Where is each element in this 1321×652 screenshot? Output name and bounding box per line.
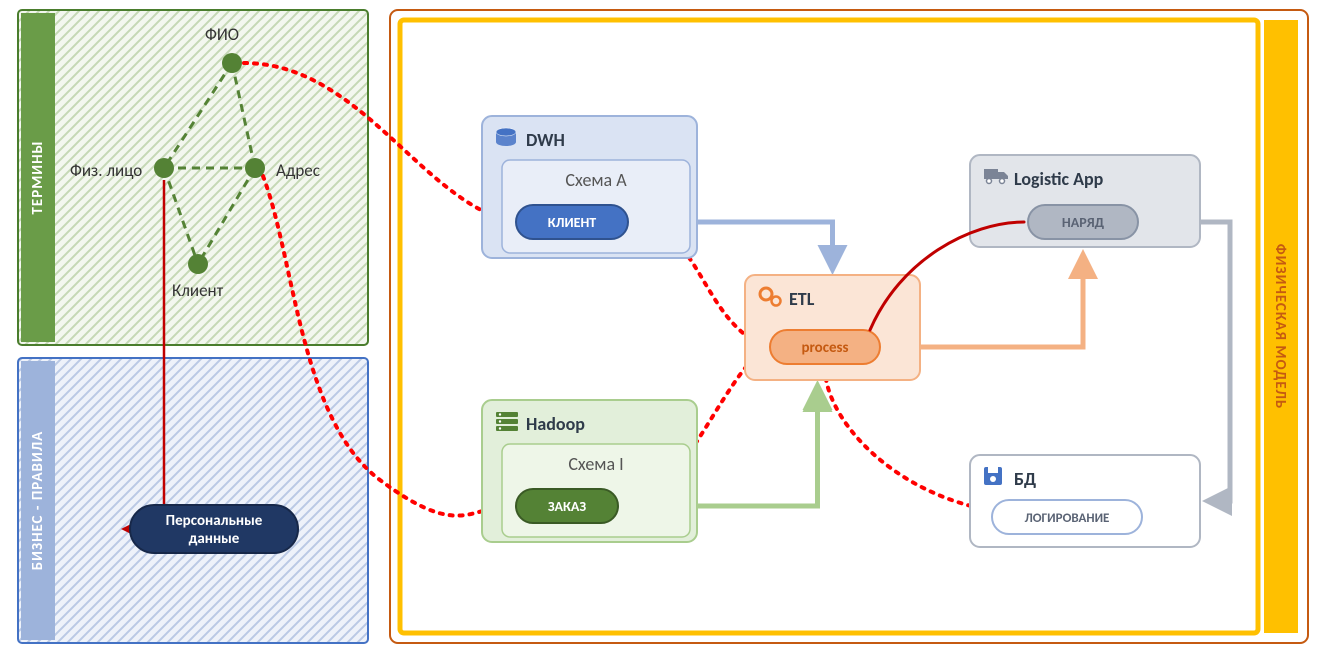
svg-text:ETL: ETL: [789, 288, 815, 310]
svg-text:БД: БД: [1014, 468, 1036, 490]
svg-text:DWH: DWH: [526, 129, 565, 151]
svg-text:ЛОГИРОВАНИЕ: ЛОГИРОВАНИЕ: [1025, 511, 1110, 526]
graph-node-label-addr: Адрес: [276, 160, 320, 181]
svg-text:Hadoop: Hadoop: [526, 413, 585, 435]
panel-rules: БИЗНЕС - ПРАВИЛА: [18, 358, 368, 643]
svg-text:Logistic App: Logistic App: [1014, 168, 1104, 190]
pill-pd-line1: Персональные: [166, 512, 263, 530]
pill-personal-data: Персональные данные: [130, 505, 298, 553]
svg-text:НАРЯД: НАРЯД: [1062, 214, 1105, 231]
box-db: БД ЛОГИРОВАНИЕ: [970, 455, 1200, 547]
svg-text:Схема I: Схема I: [568, 453, 623, 475]
svg-text:Схема А: Схема А: [565, 169, 627, 191]
box-dwh: DWHСхема А КЛИЕНТ: [482, 116, 697, 258]
panel-terms-label: ТЕРМИНЫ: [29, 140, 47, 214]
panel-physical-label: ФИЗИЧЕСКАЯ МОДЕЛЬ: [1271, 244, 1289, 409]
box-hadoop: Hadoop Схема I ЗАКАЗ: [482, 400, 697, 542]
box-logistic: Logistic App НАРЯД: [970, 155, 1200, 247]
graph-node-label-fiz: Физ. лицо: [70, 160, 142, 181]
svg-text:КЛИЕНТ: КЛИЕНТ: [548, 214, 596, 231]
graph-node-label-client: Клиент: [172, 280, 224, 301]
graph-node-label-fio: ФИО: [205, 24, 239, 45]
physical-boxes: DWHСхема А КЛИЕНТ Hadoop Схема I ЗАКАЗ ETL pro…: [482, 116, 1200, 547]
svg-text:process: process: [801, 339, 848, 357]
diagram-canvas: ТЕРМИНЫ БИЗНЕС - ПРАВИЛА ФИЗИЧЕСКАЯ МОДЕ…: [0, 0, 1321, 652]
panel-rules-label: БИЗНЕС - ПРАВИЛА: [29, 431, 47, 571]
pill-pd-line2: данные: [189, 530, 240, 548]
svg-text:ЗАКАЗ: ЗАКАЗ: [548, 498, 586, 515]
